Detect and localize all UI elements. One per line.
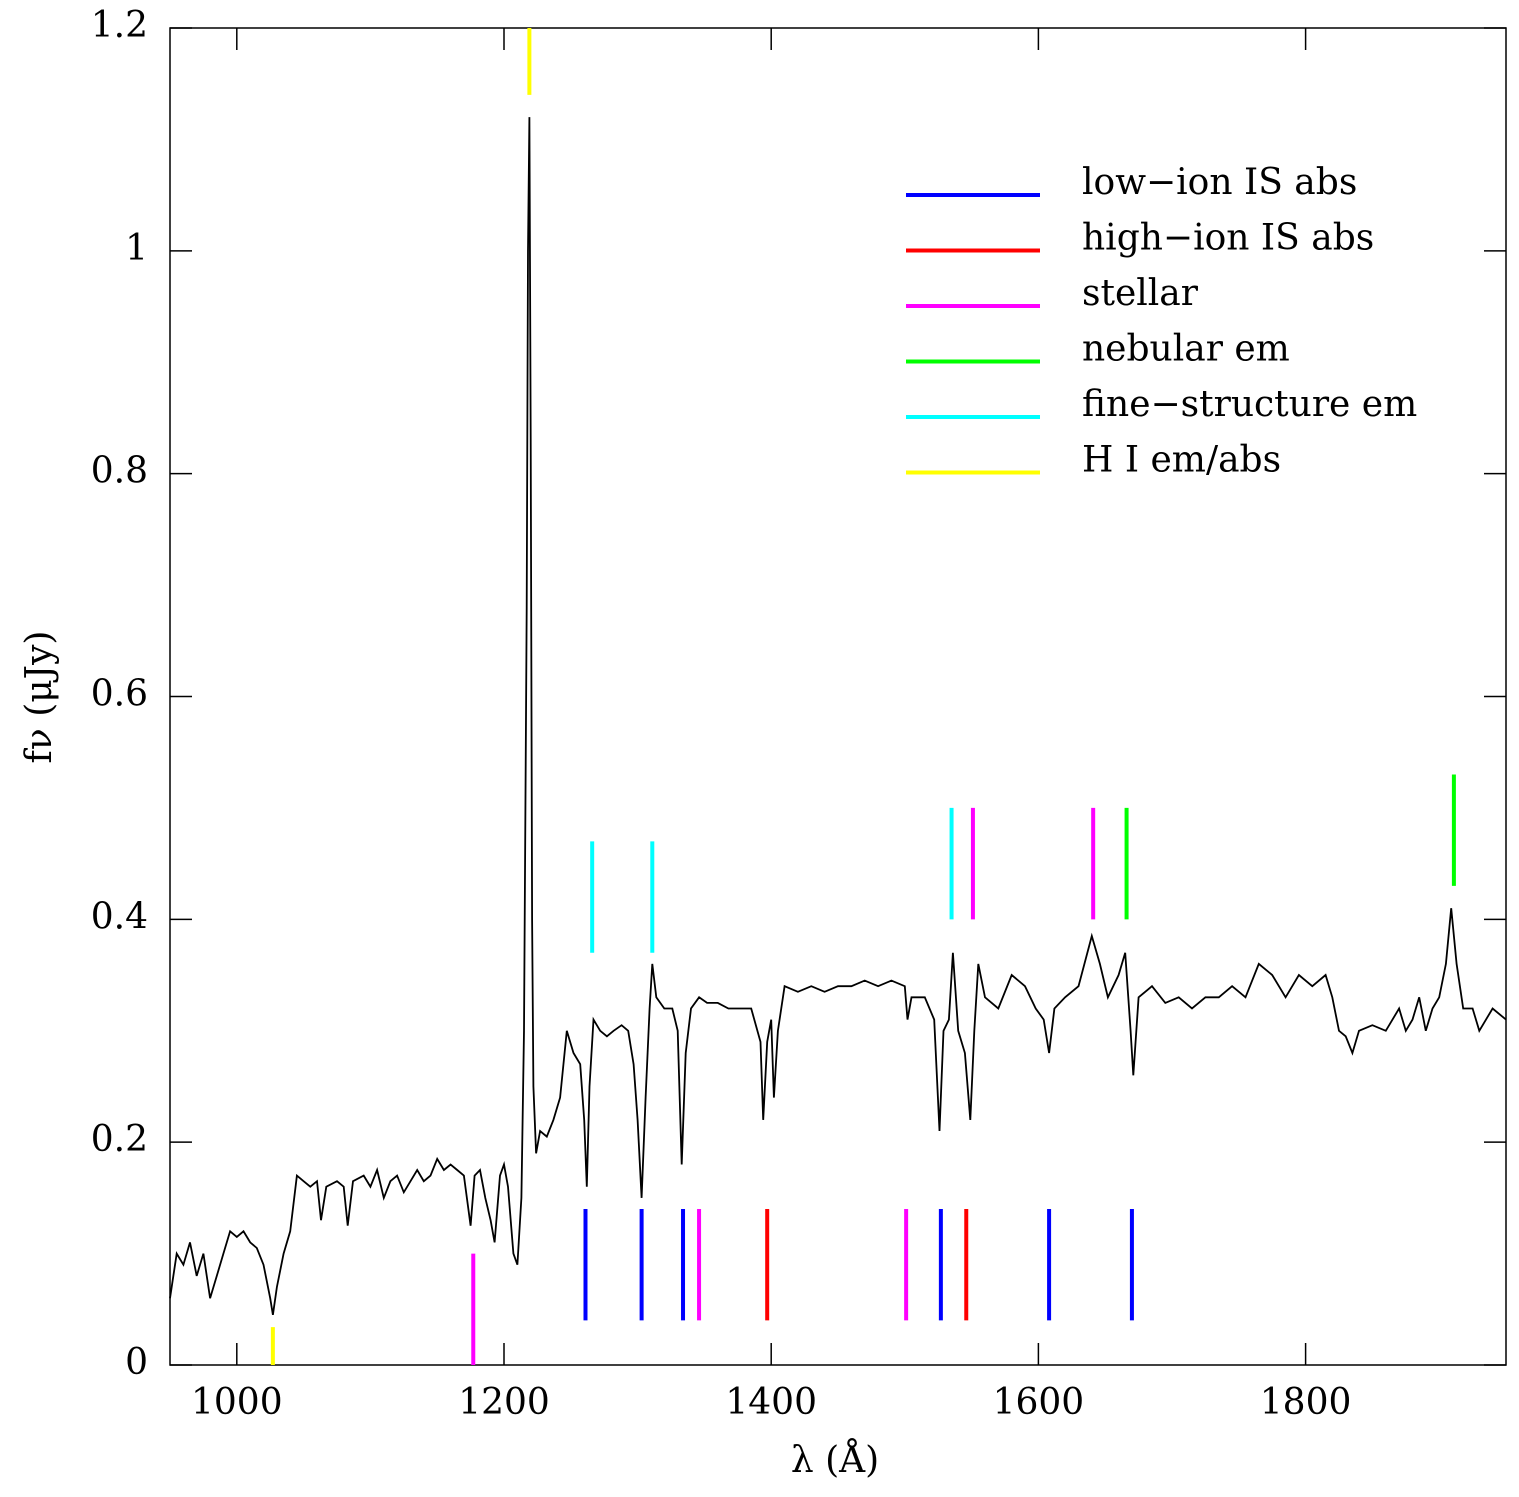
y-axis-label: fν (μJy)	[19, 631, 60, 764]
legend-label: nebular em	[1082, 329, 1290, 370]
x-tick-label: 1800	[1260, 1382, 1352, 1423]
spectrum-line	[169, 117, 1507, 1316]
y-tick-label: 1.2	[91, 5, 148, 46]
legend-label: low−ion IS abs	[1082, 162, 1357, 203]
y-tick-label: 0.4	[91, 896, 148, 937]
legend-label: fine−structure em	[1082, 384, 1417, 425]
legend-label: stellar	[1082, 273, 1199, 314]
y-tick-label: 0.8	[91, 451, 148, 492]
x-axis-label: λ (Å)	[791, 1439, 879, 1481]
x-tick-label: 1000	[191, 1382, 283, 1423]
x-tick-label: 1600	[993, 1382, 1085, 1423]
x-tick-label: 1200	[458, 1382, 550, 1423]
y-tick-label: 0	[125, 1342, 148, 1383]
y-tick-label: 1	[125, 228, 148, 269]
x-tick-label: 1400	[725, 1382, 817, 1423]
y-tick-label: 0.6	[91, 674, 148, 715]
legend-label: high−ion IS abs	[1082, 218, 1374, 259]
legend-label: H I em/abs	[1082, 440, 1281, 481]
y-tick-label: 0.2	[91, 1119, 148, 1160]
